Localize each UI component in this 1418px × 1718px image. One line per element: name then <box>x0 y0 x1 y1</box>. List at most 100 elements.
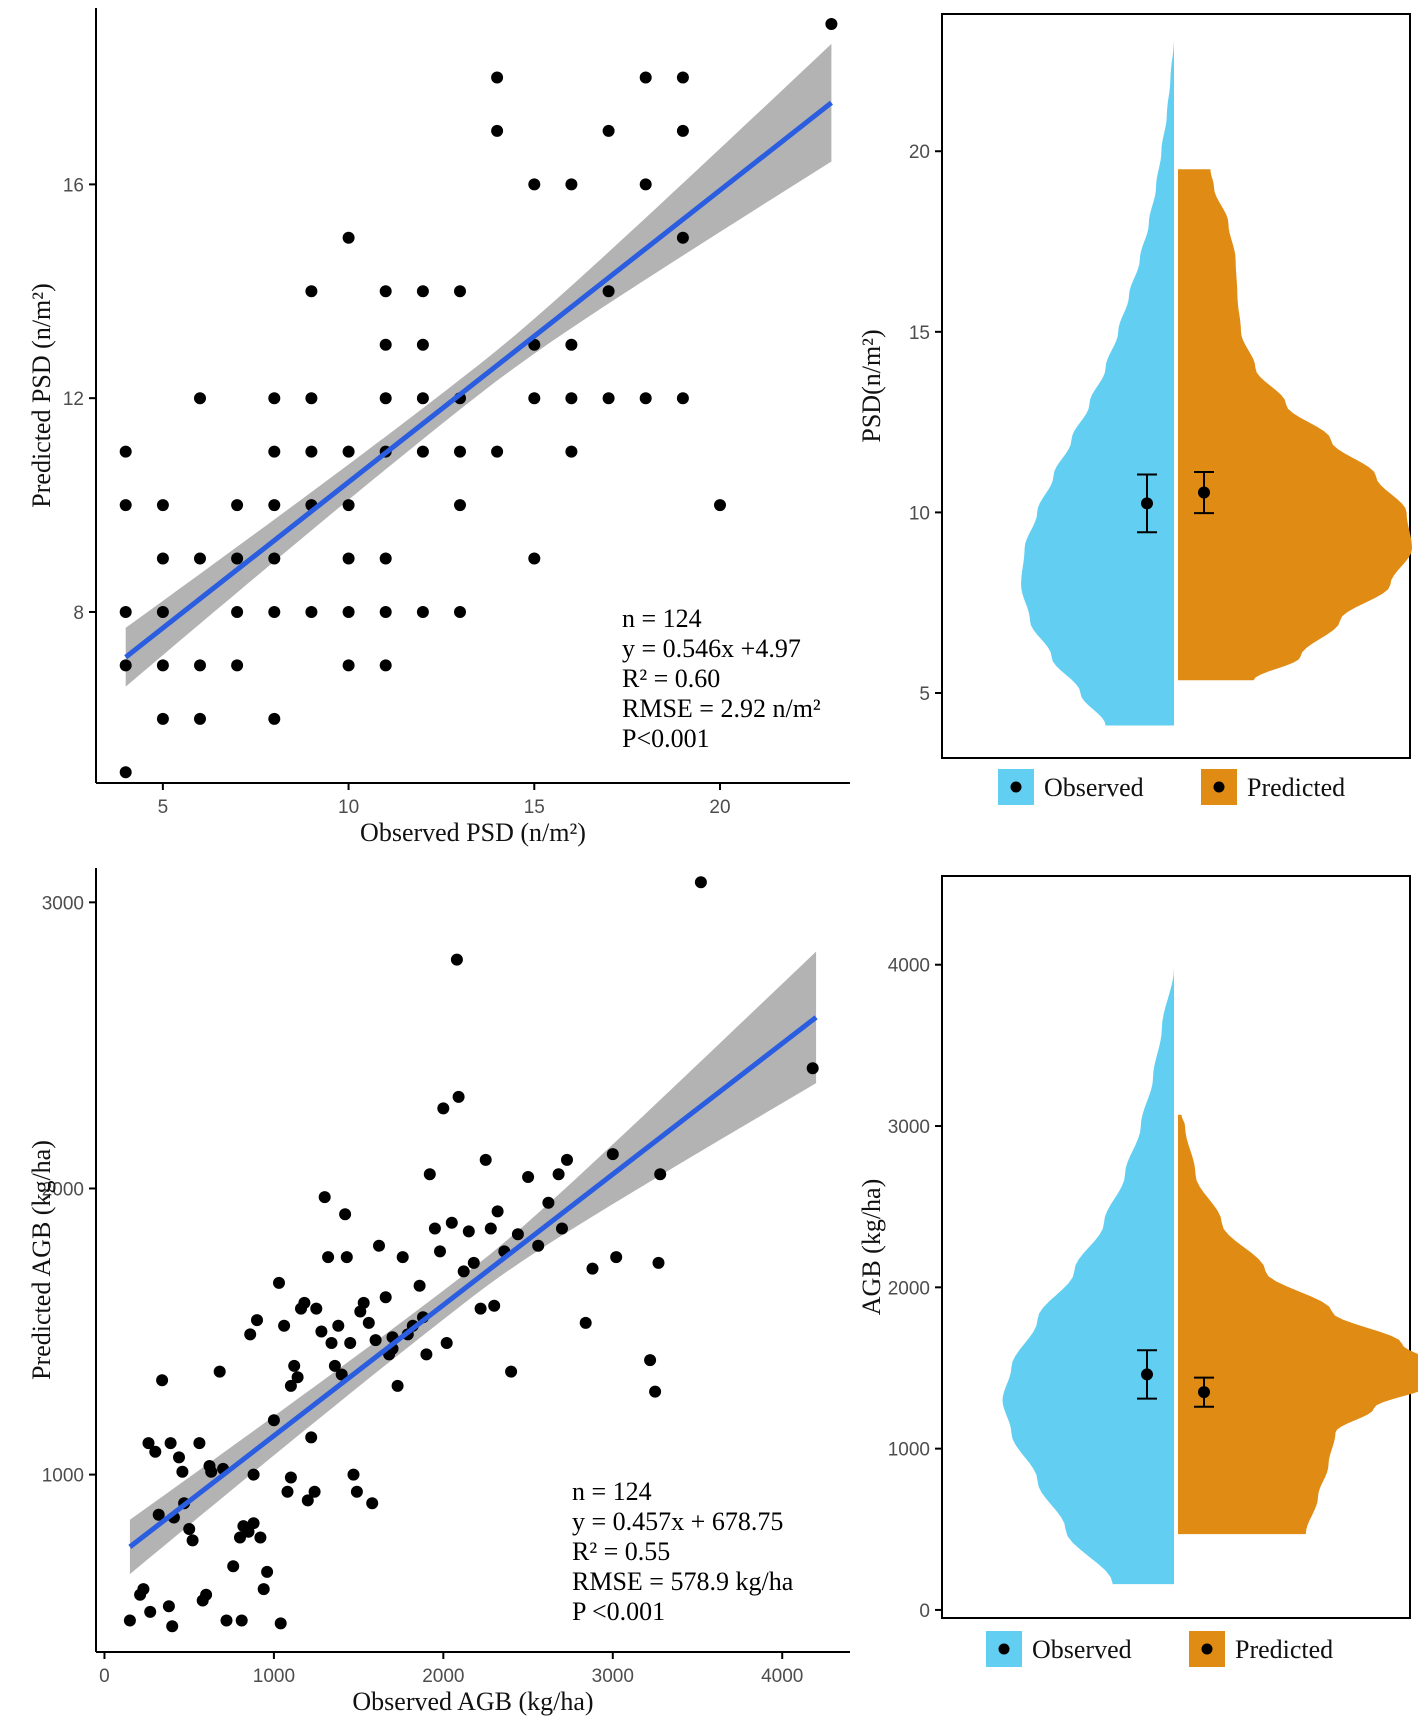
data-point <box>474 1302 487 1315</box>
data-point <box>379 392 392 405</box>
data-point <box>416 392 429 405</box>
stats-annotation-line: y = 0.546x +4.97 <box>622 634 801 663</box>
data-point <box>267 1414 280 1427</box>
confidence-band <box>125 43 832 687</box>
data-point <box>194 392 206 405</box>
data-point <box>261 1565 274 1578</box>
data-point <box>149 1445 162 1458</box>
violin-panel-bottom-right: 0 1000 2000 3000 4000 AGB (kg/ha) Observed Pred… <box>857 875 1418 1667</box>
data-point <box>156 606 169 618</box>
legend-marker <box>1201 1643 1213 1655</box>
data-point <box>552 1168 565 1181</box>
data-point <box>173 1451 185 1464</box>
data-point <box>119 499 132 512</box>
data-point <box>298 1296 311 1309</box>
stats-annotation-line: R² = 0.60 <box>622 664 720 693</box>
data-point <box>137 1583 150 1596</box>
legend-marker <box>1213 781 1225 793</box>
x-tick-label: 2000 <box>422 1666 464 1687</box>
data-point <box>565 445 578 458</box>
data-point <box>491 71 504 84</box>
x-tick-label: 10 <box>338 797 359 818</box>
y-tick-label: 20 <box>909 142 930 163</box>
data-point <box>325 1337 338 1349</box>
data-point <box>339 1208 352 1221</box>
data-point <box>806 1062 819 1075</box>
data-point <box>437 1102 450 1115</box>
data-point <box>416 285 429 298</box>
data-point <box>235 1614 248 1627</box>
data-point <box>119 766 132 779</box>
legend-marker <box>998 1643 1010 1655</box>
stats-annotation-line: P <0.001 <box>572 1597 665 1626</box>
x-tick-label: 0 <box>99 1666 110 1687</box>
data-point <box>244 1328 257 1341</box>
data-point <box>676 231 689 244</box>
data-point <box>200 1588 213 1601</box>
data-point <box>156 659 169 672</box>
data-point <box>440 1337 453 1349</box>
data-point <box>565 392 578 405</box>
data-point <box>340 1251 353 1264</box>
data-point <box>416 445 429 458</box>
error-bar-predicted <box>1194 470 1214 515</box>
data-point <box>254 1531 267 1544</box>
data-point <box>350 1485 363 1498</box>
data-point <box>528 178 541 191</box>
data-point <box>491 445 504 458</box>
y-axis-title: Predicted AGB (kg/ha) <box>27 1140 56 1380</box>
data-point <box>420 1348 433 1361</box>
legend-label-predicted: Predicted <box>1247 773 1345 802</box>
data-point <box>639 71 652 84</box>
data-point <box>284 1471 297 1484</box>
data-point <box>467 1256 480 1269</box>
data-point <box>505 1365 518 1378</box>
data-point <box>142 1437 155 1450</box>
data-point <box>428 1222 441 1235</box>
legend-label-observed: Observed <box>1044 773 1144 802</box>
data-point <box>676 71 689 84</box>
data-point <box>164 1437 177 1450</box>
data-point <box>119 659 132 672</box>
x-tick-label: 1000 <box>253 1666 295 1687</box>
data-point <box>652 1256 665 1269</box>
mean-point <box>1141 497 1153 510</box>
data-point <box>305 392 318 405</box>
data-point <box>416 338 429 351</box>
data-point <box>379 338 392 351</box>
data-point <box>644 1354 657 1367</box>
data-point <box>205 1465 218 1478</box>
violin-observed <box>1021 39 1174 726</box>
data-point <box>561 1153 573 1166</box>
data-point <box>301 1494 314 1507</box>
data-point <box>484 1222 497 1235</box>
data-point <box>308 1485 321 1498</box>
data-point <box>639 392 652 405</box>
data-point <box>247 1468 260 1481</box>
data-point <box>342 499 355 512</box>
stats-annotation-line: R² = 0.55 <box>572 1537 670 1566</box>
data-point <box>156 499 169 512</box>
data-point <box>357 1296 370 1309</box>
error-bar-observed <box>1137 1349 1157 1400</box>
regression-line <box>128 1015 818 1549</box>
data-point <box>434 1245 446 1258</box>
data-point <box>610 1251 623 1264</box>
data-point <box>579 1316 592 1329</box>
data-point <box>450 953 463 966</box>
data-point <box>602 285 615 298</box>
data-point <box>342 445 355 458</box>
data-point <box>366 1497 379 1510</box>
data-point <box>305 285 318 298</box>
data-point <box>156 1374 169 1387</box>
data-point <box>342 231 355 244</box>
data-point <box>281 1485 294 1498</box>
legend-marker <box>1010 781 1022 793</box>
data-point <box>542 1196 555 1209</box>
data-point <box>119 445 132 458</box>
y-tick-label: 1000 <box>888 1440 930 1461</box>
data-point <box>532 1239 545 1252</box>
data-point <box>251 1314 263 1327</box>
data-point <box>268 606 281 618</box>
